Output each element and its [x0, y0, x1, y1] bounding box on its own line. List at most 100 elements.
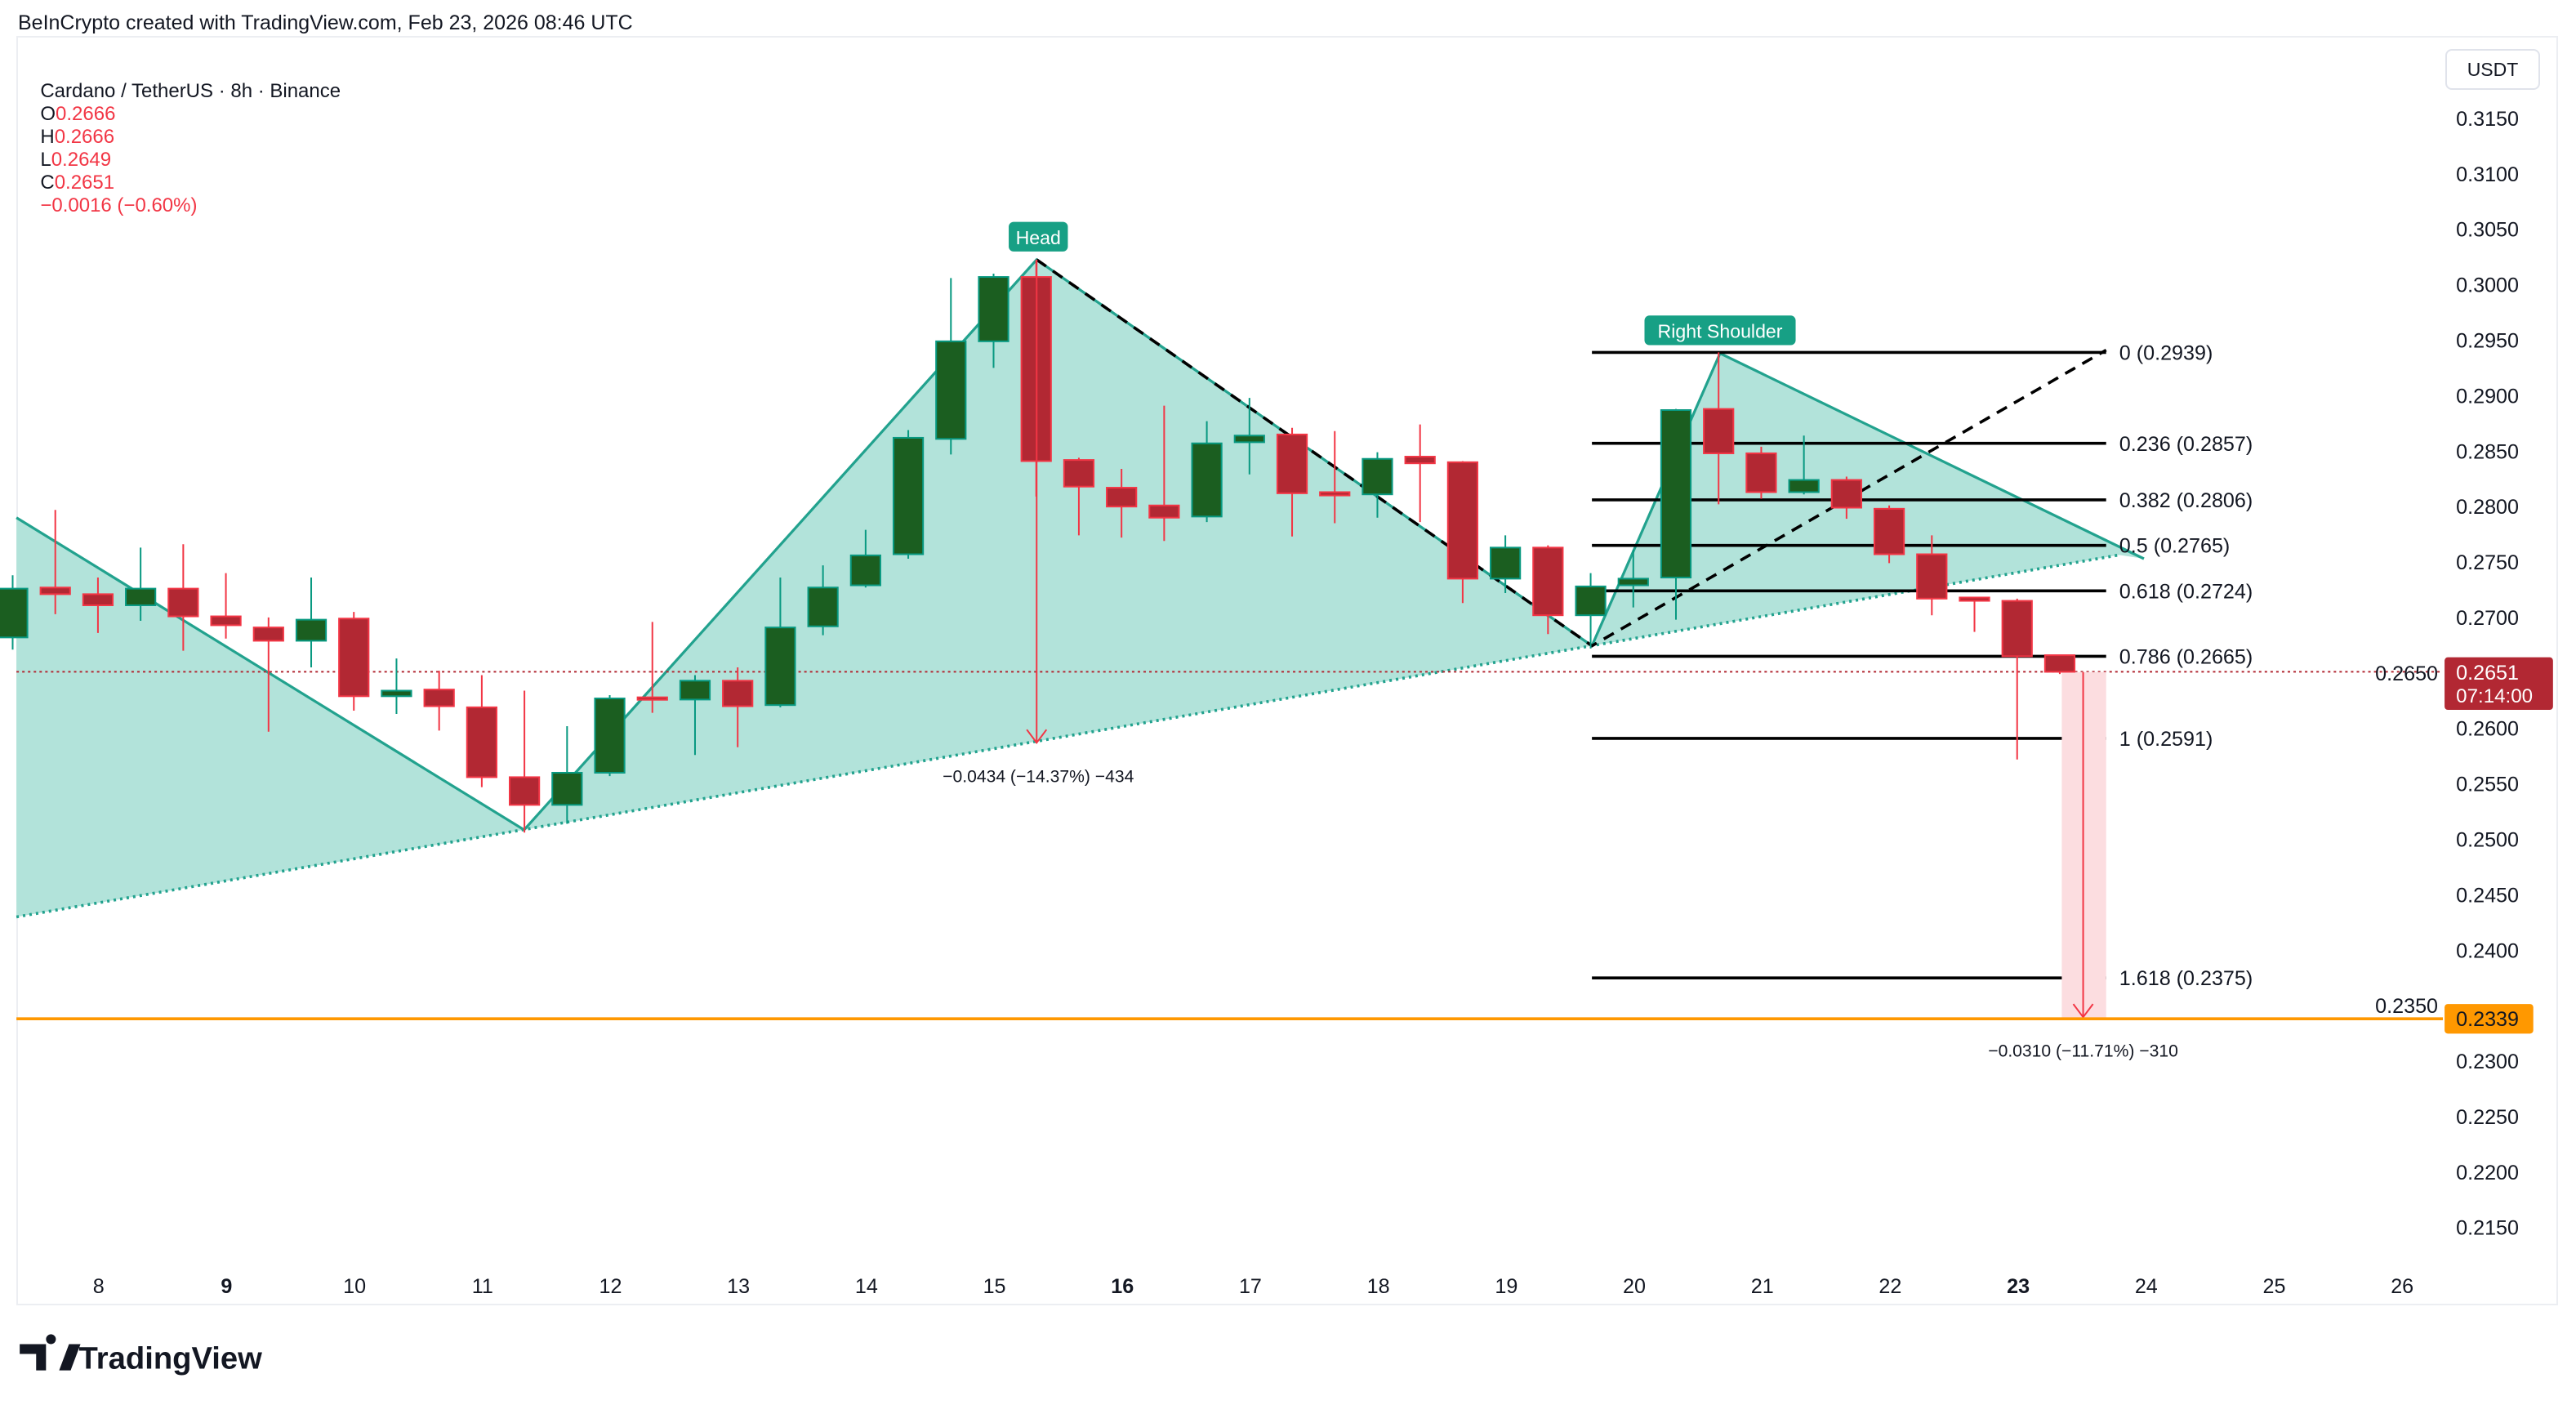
date-tick-label: 18 — [1367, 1275, 1390, 1298]
candle-body — [1873, 507, 1905, 555]
currency-button[interactable]: USDT — [2445, 49, 2540, 90]
candle-body — [679, 680, 711, 701]
candle-body — [594, 698, 626, 774]
price-tick-label: 0.2500 — [2456, 829, 2519, 852]
price-tick-label: 0.2950 — [2456, 330, 2519, 353]
candle-body — [1063, 459, 1095, 488]
tradingview-logo[interactable]: TradingView — [20, 1334, 262, 1376]
tradingview-logo-icon — [20, 1334, 81, 1371]
date-tick-label: 11 — [472, 1275, 493, 1298]
price-tick-label: 0.2650 — [2375, 662, 2438, 685]
date-tick-label: 14 — [855, 1275, 878, 1298]
fib-level-label: 1.618 (0.2375) — [2119, 967, 2253, 990]
candle — [508, 690, 541, 833]
price-tick-label: 0.2200 — [2456, 1162, 2519, 1184]
change-value: −0.0016 (−0.60%) — [40, 194, 198, 216]
countdown-text: 07:14:00 — [2456, 685, 2533, 707]
date-tick-label: 21 — [1751, 1275, 1774, 1298]
candle-body — [1319, 491, 1351, 497]
candle-body — [722, 680, 754, 707]
date-tick-label: 8 — [93, 1275, 105, 1298]
candle — [1446, 461, 1479, 604]
candle — [892, 430, 925, 559]
candle — [1106, 468, 1138, 538]
fib-level-label: 0.236 (0.2857) — [2119, 433, 2253, 456]
fib-dashed-trend-line — [1036, 258, 2107, 648]
candle — [1233, 398, 1265, 475]
candle — [1490, 535, 1522, 594]
candle-body — [338, 618, 370, 698]
candle — [39, 510, 71, 614]
candle — [1191, 421, 1223, 523]
low-label: L — [40, 149, 51, 171]
candle — [1575, 573, 1607, 649]
price-tick-label: 0.2250 — [2456, 1106, 2519, 1129]
price-tick-label: 0.3150 — [2456, 108, 2519, 131]
candle-body — [1490, 546, 1522, 580]
candle-body — [978, 276, 1009, 342]
candle — [295, 578, 328, 668]
candle-body — [1446, 461, 1479, 580]
candle — [1319, 430, 1351, 524]
candle-body — [1617, 578, 1649, 587]
candle-body — [636, 696, 668, 701]
fib-level-label: 0.5 (0.2765) — [2119, 535, 2231, 558]
low-value: 0.2649 — [51, 149, 112, 171]
candle-body — [82, 593, 114, 606]
candle — [2043, 654, 2076, 675]
candle — [1916, 535, 1948, 616]
candle — [1276, 427, 1308, 537]
date-tick-label: 19 — [1495, 1275, 1518, 1298]
symbol-title[interactable]: Cardano / TetherUS · 8h · Binance — [40, 80, 341, 102]
price-tick-label: 0.2550 — [2456, 774, 2519, 796]
fib-level-label: 0.786 (0.2665) — [2119, 645, 2253, 668]
price-tick-label: 0.3100 — [2456, 163, 2519, 186]
candle — [82, 578, 114, 633]
price-tick-label: 0.2150 — [2456, 1217, 2519, 1240]
high-value: 0.2666 — [54, 126, 115, 148]
candle — [125, 547, 157, 621]
candle-body — [423, 689, 455, 707]
candle — [1063, 457, 1095, 536]
candle — [978, 274, 1009, 368]
date-tick-label: 22 — [1879, 1275, 1901, 1298]
price-tick-label: 0.2850 — [2456, 440, 2519, 463]
candle-body — [1233, 435, 1265, 444]
candle — [1148, 405, 1180, 542]
time-axis: 8 9 10 11 12 13 14 15 16 17 18 19 20 21 22 23 24 25 26 — [93, 1275, 2413, 1298]
candle-body — [1276, 433, 1308, 494]
candle — [1788, 435, 1820, 495]
candle-body — [167, 587, 199, 618]
price-tick-label: 0.2350 — [2375, 995, 2438, 1018]
candle-body — [764, 627, 796, 707]
candle — [935, 278, 967, 455]
candle — [1617, 550, 1649, 608]
close-label: C — [40, 172, 55, 194]
head-measure-label: −0.0434 (−14.37%) −434 — [943, 768, 1134, 787]
candle-body — [295, 618, 328, 642]
close-value: 0.2651 — [54, 172, 115, 194]
right-shoulder-label: Right Shoulder — [1644, 315, 1796, 346]
date-tick-label: 15 — [983, 1275, 1006, 1298]
candle-body — [1575, 585, 1607, 617]
price-tick-label: 0.2900 — [2456, 385, 2519, 408]
candle-body — [210, 615, 242, 627]
target-price-badge: 0.2339 — [2445, 1004, 2534, 1034]
last-price-text: 0.2651 — [2456, 662, 2519, 685]
candle-body — [1106, 487, 1138, 508]
candle-body — [1148, 504, 1180, 519]
candle — [1404, 424, 1436, 523]
candle-body — [1362, 457, 1393, 496]
candle-body — [39, 587, 71, 595]
fib-level-label: 0 (0.2939) — [2119, 341, 2213, 364]
price-tick-label: 0.3000 — [2456, 274, 2519, 297]
head-and-shoulders-pattern — [16, 257, 2145, 919]
target-projection-zone — [2061, 671, 2106, 1019]
candle — [2001, 598, 2033, 760]
candle-body — [1916, 553, 1948, 600]
candle-body — [1830, 479, 1862, 509]
candle — [210, 573, 242, 639]
tradingview-logo-text: TradingView — [79, 1341, 263, 1376]
target-price-text: 0.2339 — [2456, 1008, 2519, 1031]
